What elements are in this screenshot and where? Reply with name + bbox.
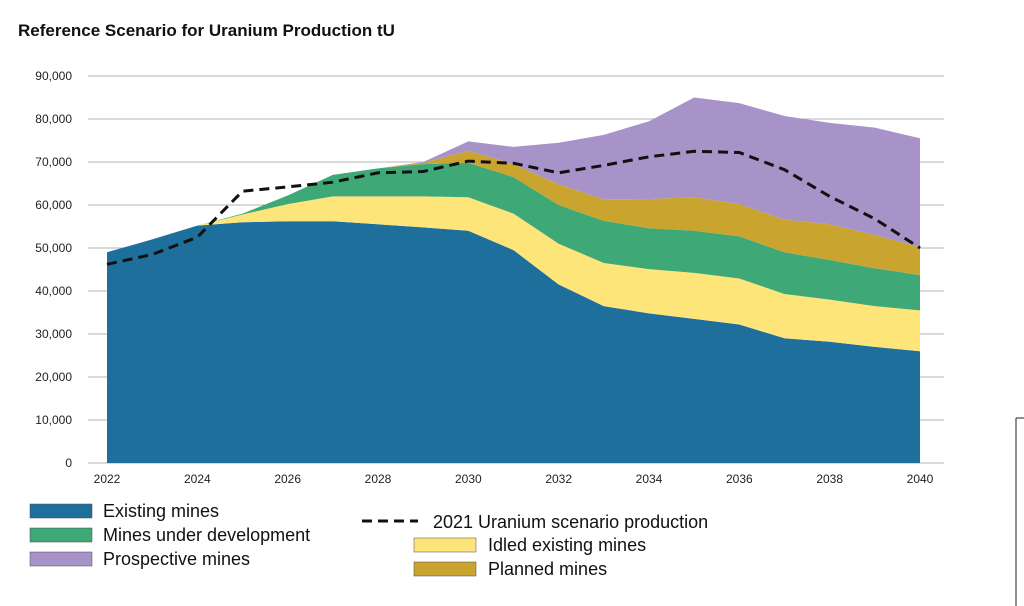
x-tick-label: 2040 <box>907 472 934 486</box>
y-tick-label: 20,000 <box>35 370 72 384</box>
x-tick-label: 2036 <box>726 472 753 486</box>
stacked-areas <box>107 97 920 463</box>
legend-swatch <box>29 551 93 567</box>
x-tick-label: 2028 <box>365 472 392 486</box>
y-tick-label: 60,000 <box>35 198 72 212</box>
chart-title: Reference Scenario for Uranium Productio… <box>18 21 395 40</box>
y-tick-label: 70,000 <box>35 155 72 169</box>
legend-label: Existing mines <box>103 501 219 521</box>
legend-item: Mines under development <box>29 525 310 545</box>
scenario-production-line <box>106 149 921 266</box>
area-existing-mines <box>107 221 920 463</box>
legend-swatch <box>413 561 477 577</box>
x-tick-label: 2030 <box>455 472 482 486</box>
legend-label: Planned mines <box>488 559 607 579</box>
x-tick-label: 2038 <box>816 472 843 486</box>
legend-swatch <box>413 537 477 553</box>
scenario-line-layer <box>106 149 921 266</box>
legend-item: Idled existing mines <box>413 535 646 555</box>
area-idled-existing-mines <box>107 196 920 352</box>
x-tick-label: 2022 <box>94 472 121 486</box>
y-axis-ticks: 0 10,000 20,000 30,000 40,000 50,000 60,000 70,… <box>35 69 72 470</box>
x-axis-ticks: 2022 2024 2026 2028 2030 2032 2034 2036 2038 2040 <box>94 472 934 486</box>
legend-label: Idled existing mines <box>488 535 646 555</box>
legend-swatch <box>29 527 93 543</box>
legend-item: 2021 Uranium scenario production <box>362 512 708 532</box>
legend: Existing mines Mines under development Pro… <box>29 501 708 579</box>
area-planned-mines <box>107 150 920 276</box>
x-tick-label: 2026 <box>274 472 301 486</box>
x-tick-label: 2032 <box>545 472 572 486</box>
legend-label: Prospective mines <box>103 549 250 569</box>
legend-item: Existing mines <box>29 501 219 521</box>
y-tick-label: 0 <box>65 456 72 470</box>
y-tick-label: 80,000 <box>35 112 72 126</box>
legend-swatch <box>29 503 93 519</box>
y-tick-label: 30,000 <box>35 327 72 341</box>
y-tick-label: 90,000 <box>35 69 72 83</box>
legend-item: Planned mines <box>413 559 607 579</box>
legend-label: 2021 Uranium scenario production <box>433 512 708 532</box>
y-tick-label: 40,000 <box>35 284 72 298</box>
area-mines-under-development <box>107 162 920 311</box>
legend-label: Mines under development <box>103 525 310 545</box>
area-prospective-mines <box>107 97 920 253</box>
y-tick-label: 50,000 <box>35 241 72 255</box>
x-tick-label: 2034 <box>636 472 663 486</box>
y-tick-label: 10,000 <box>35 413 72 427</box>
x-tick-label: 2024 <box>184 472 211 486</box>
legend-item: Prospective mines <box>29 549 250 569</box>
